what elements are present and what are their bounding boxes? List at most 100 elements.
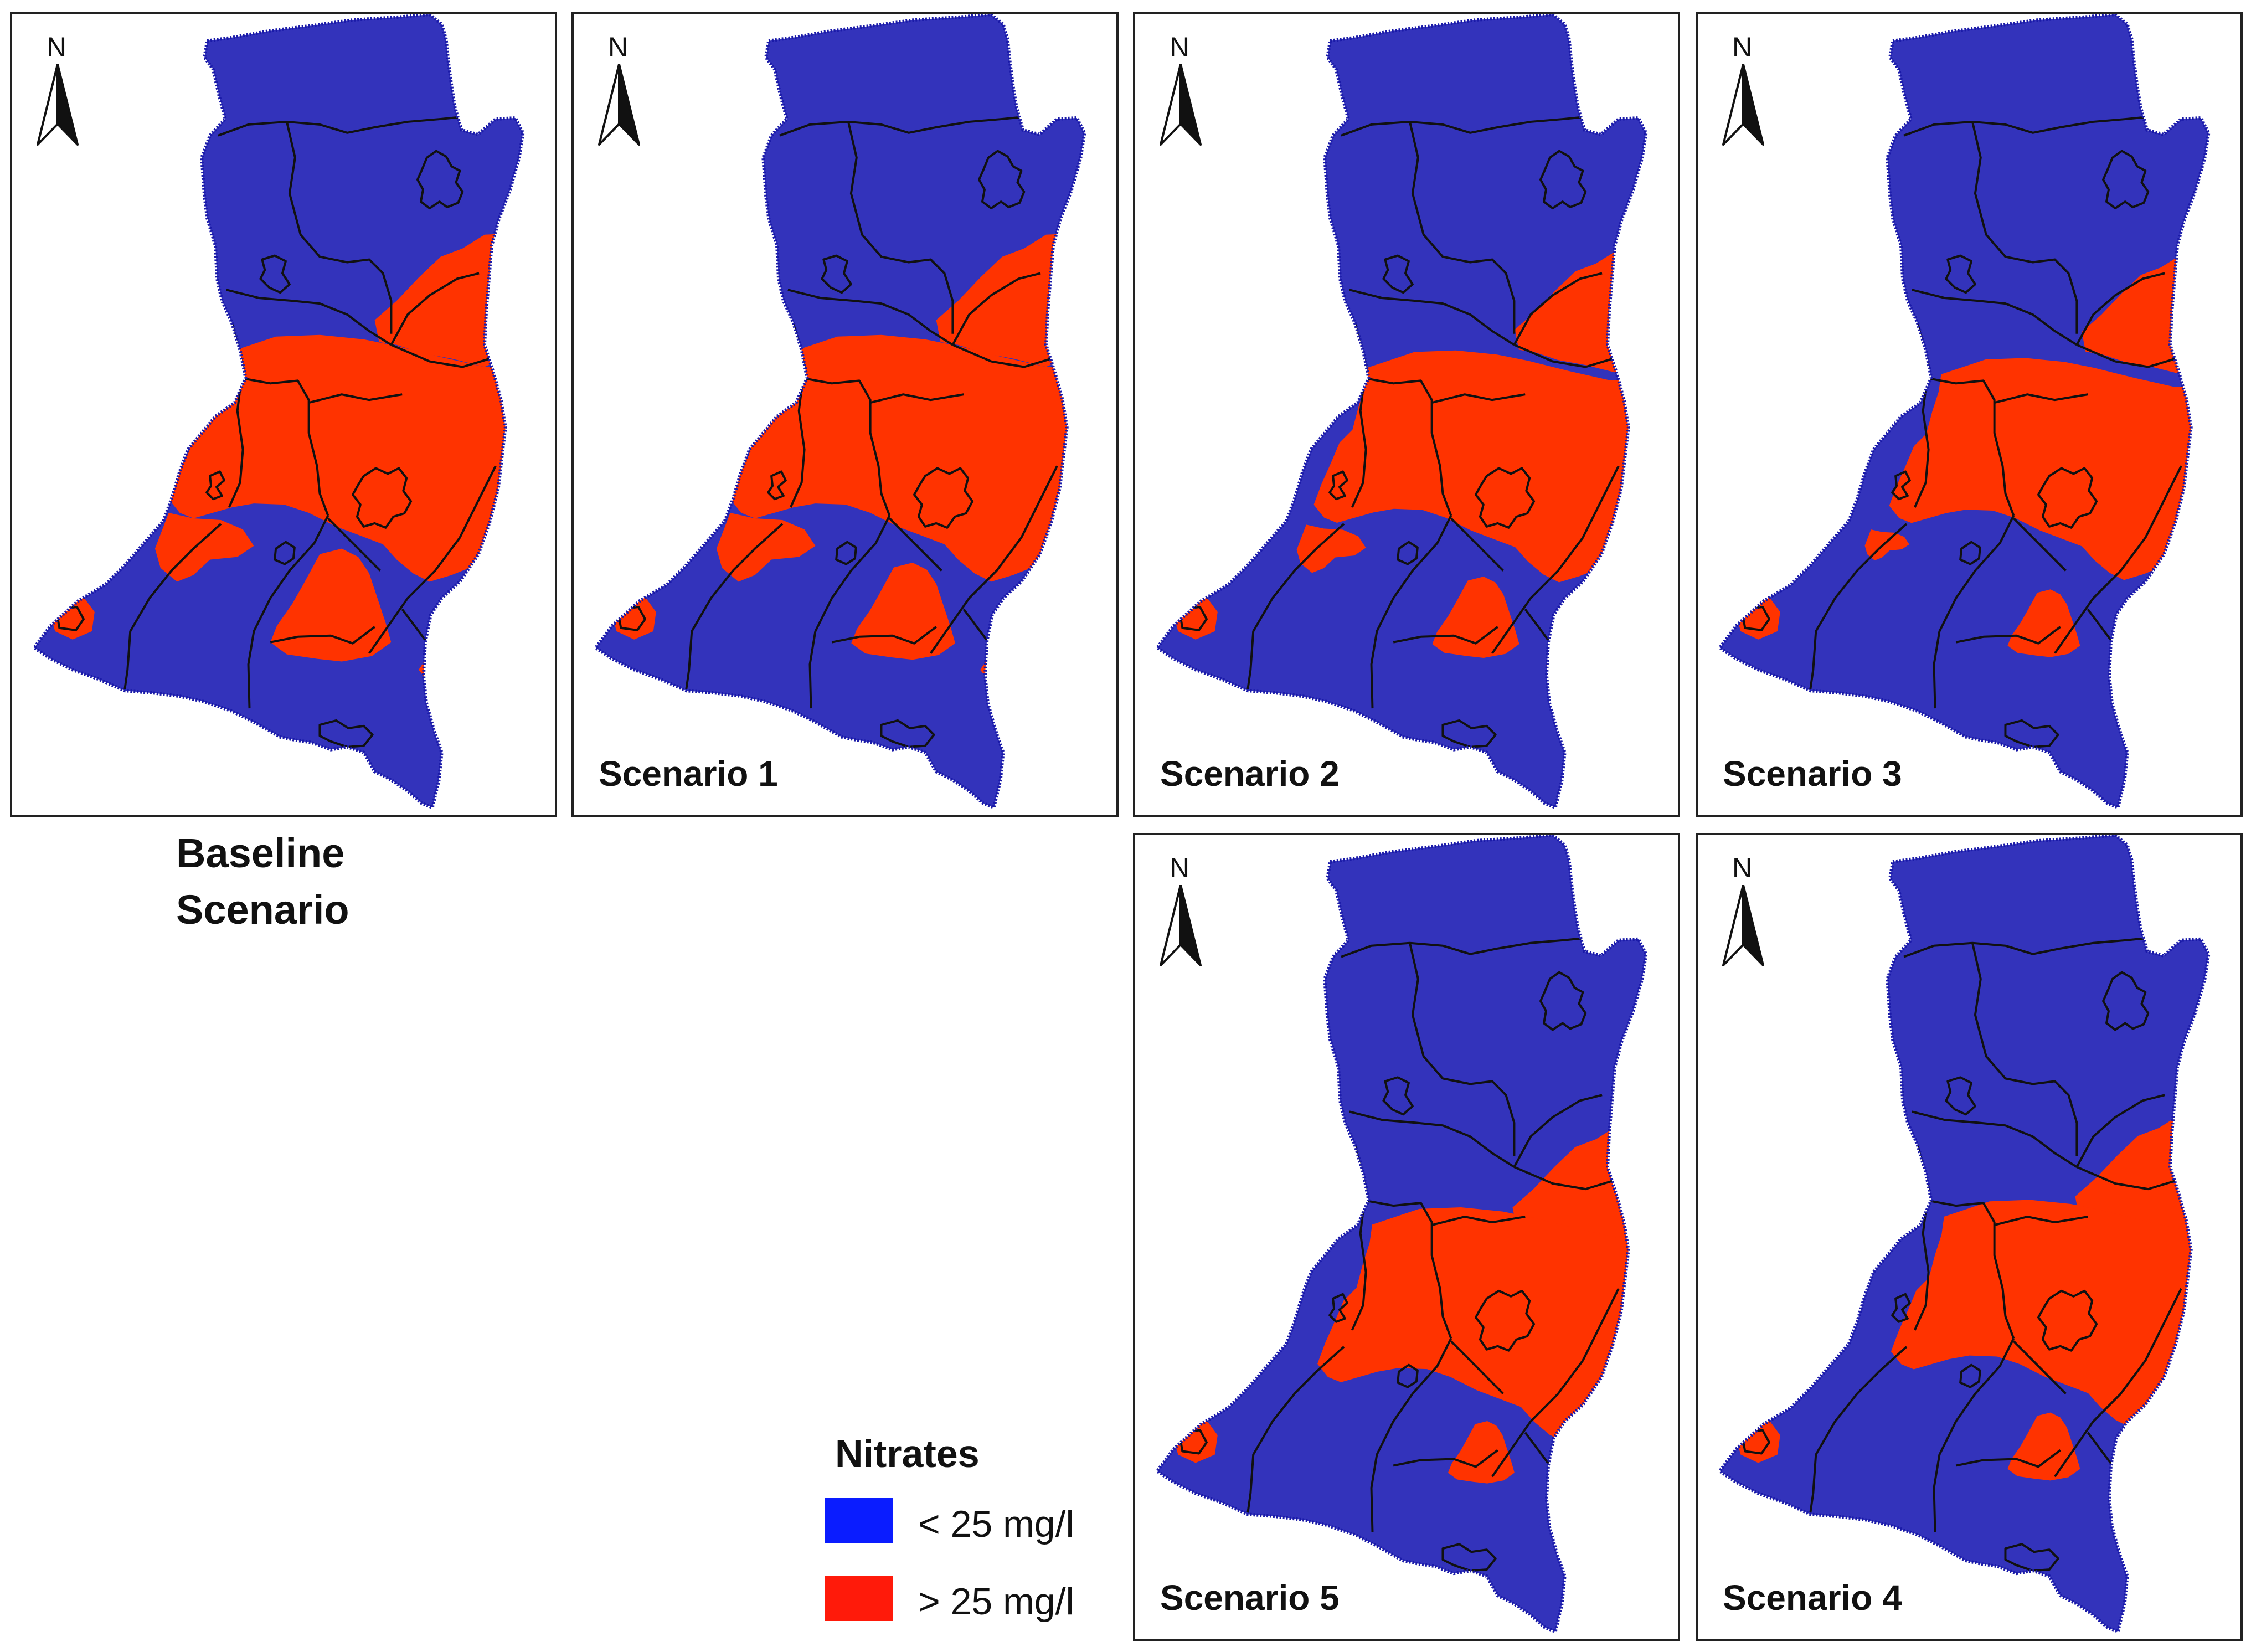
urban-area-outline: [1740, 1429, 1770, 1455]
district-boundary: [327, 517, 381, 572]
north-label: N: [1732, 852, 1753, 883]
north-arrow-icon: [598, 64, 640, 146]
high-nitrate-zone-west-lobe: [1296, 524, 1366, 573]
urban-area-outline: [2004, 1543, 2059, 1572]
urban-area-outline: [2102, 150, 2150, 210]
district-boundary: [787, 289, 954, 346]
district-boundary: [2012, 517, 2067, 572]
district-boundary: [779, 115, 1030, 137]
district-boundary: [1393, 626, 1498, 645]
region-border: [32, 14, 525, 810]
high-nitrate-zone-north-east: [936, 233, 1082, 367]
north-arrow: N: [1714, 852, 1770, 968]
north-label: N: [1169, 32, 1190, 63]
district-boundary: [368, 465, 497, 654]
district-boundary: [870, 393, 964, 404]
legend-item-high: > 25 mg/l: [825, 1576, 1135, 1625]
map-panel-scenario-1: N Scenario 1: [571, 12, 1119, 817]
legend-swatch-low: [825, 1498, 893, 1543]
district-boundary: [1809, 1346, 1908, 1513]
urban-area-outline: [1474, 1289, 1536, 1352]
baseline-label-line2: Scenario: [176, 887, 349, 933]
district-boundary: [240, 377, 329, 516]
urban-area-outline: [880, 719, 935, 748]
urban-area-outline: [1328, 470, 1348, 501]
north-label: N: [607, 32, 629, 63]
district-boundary: [1246, 523, 1345, 689]
district-boundary: [247, 515, 329, 709]
high-nitrate-zone-central-belt: [1313, 350, 1639, 583]
north-arrow-icon: [1160, 885, 1202, 966]
north-arrow: N: [1152, 31, 1207, 147]
district-boundary: [685, 523, 784, 689]
high-nitrate-zone-central-belt: [1891, 1200, 2209, 1428]
district-boundary: [1912, 289, 2078, 346]
north-label: N: [46, 32, 67, 63]
urban-area-outline: [821, 254, 852, 294]
urban-area-outline: [978, 150, 1026, 210]
nitrate-map: [1717, 835, 2211, 1634]
map-panel-baseline: N: [10, 12, 557, 817]
high-nitrate-zone-south-central-bulge: [2007, 589, 2080, 657]
urban-area-outline: [1959, 541, 1981, 565]
district-boundary: [1393, 1449, 1498, 1468]
district-boundary: [270, 626, 375, 645]
district-boundary: [390, 272, 480, 346]
urban-area-outline: [1397, 541, 1419, 565]
panel-label: Scenario 5: [1160, 1578, 1340, 1618]
high-nitrate-zone-west-lobe: [716, 513, 816, 582]
nitrate-map: [1717, 14, 2211, 810]
urban-area-outline: [1539, 150, 1587, 210]
district-boundary: [801, 377, 891, 516]
district-boundary: [390, 343, 491, 368]
district-boundary: [930, 465, 1058, 654]
high-nitrate-zone-south-central-bulge: [1432, 577, 1519, 658]
region-border: [1155, 835, 1648, 1634]
region-border: [1717, 14, 2211, 810]
district-boundary: [2076, 343, 2176, 368]
district-boundary: [1933, 515, 2015, 709]
district-boundary: [218, 115, 468, 137]
high-nitrate-zone-south-central-bulge: [270, 548, 392, 662]
urban-area-outline: [1959, 1363, 1981, 1388]
district-boundary: [831, 626, 937, 645]
legend-swatch-high: [825, 1576, 893, 1621]
urban-area-outline: [205, 470, 225, 501]
district-boundary: [1341, 936, 1591, 958]
district-boundary: [1903, 936, 2154, 958]
district-boundary: [1409, 943, 1516, 1156]
map-panel-scenario-2: N Scenario 2: [1133, 12, 1680, 817]
urban-area-outline: [1539, 971, 1587, 1031]
district-boundary: [1349, 1110, 1515, 1168]
district-boundary: [2054, 1288, 2182, 1478]
district-boundary: [1349, 289, 1515, 346]
region-border: [1155, 14, 1648, 810]
legend-item-low: < 25 mg/l: [825, 1498, 1135, 1548]
nitrate-map: [32, 14, 525, 810]
district-boundary: [1912, 1110, 2078, 1168]
district-boundary: [2076, 1166, 2176, 1191]
district-boundary: [1933, 1337, 2015, 1532]
district-boundary: [1513, 1094, 1603, 1168]
district-boundary: [1971, 943, 2078, 1156]
district-boundary: [1925, 377, 2015, 516]
legend: Nitrates < 25 mg/l > 25 mg/l: [825, 1432, 1135, 1642]
district-boundary: [1513, 272, 1603, 346]
high-nitrate-zone-south-central-bulge: [2007, 1412, 2080, 1481]
north-arrow: N: [1152, 852, 1207, 968]
district-boundary: [952, 343, 1052, 368]
urban-area-outline: [1441, 719, 1497, 748]
high-nitrate-zone-west-lobe: [154, 513, 254, 582]
urban-area-outline: [1382, 254, 1414, 294]
north-arrow-icon: [37, 64, 79, 146]
panel-label: Scenario 2: [1160, 754, 1340, 794]
district-boundary: [1955, 1449, 2061, 1468]
map-panel-scenario-3: N Scenario 3: [1696, 12, 2243, 817]
district-boundary: [1370, 515, 1452, 709]
district-boundary: [1246, 1346, 1345, 1513]
urban-area-outline: [2102, 971, 2150, 1031]
district-boundary: [808, 515, 891, 709]
baseline-scenario-label: Baseline Scenario: [176, 825, 349, 938]
district-boundary: [2012, 1340, 2067, 1395]
urban-area-outline: [1178, 1429, 1208, 1455]
